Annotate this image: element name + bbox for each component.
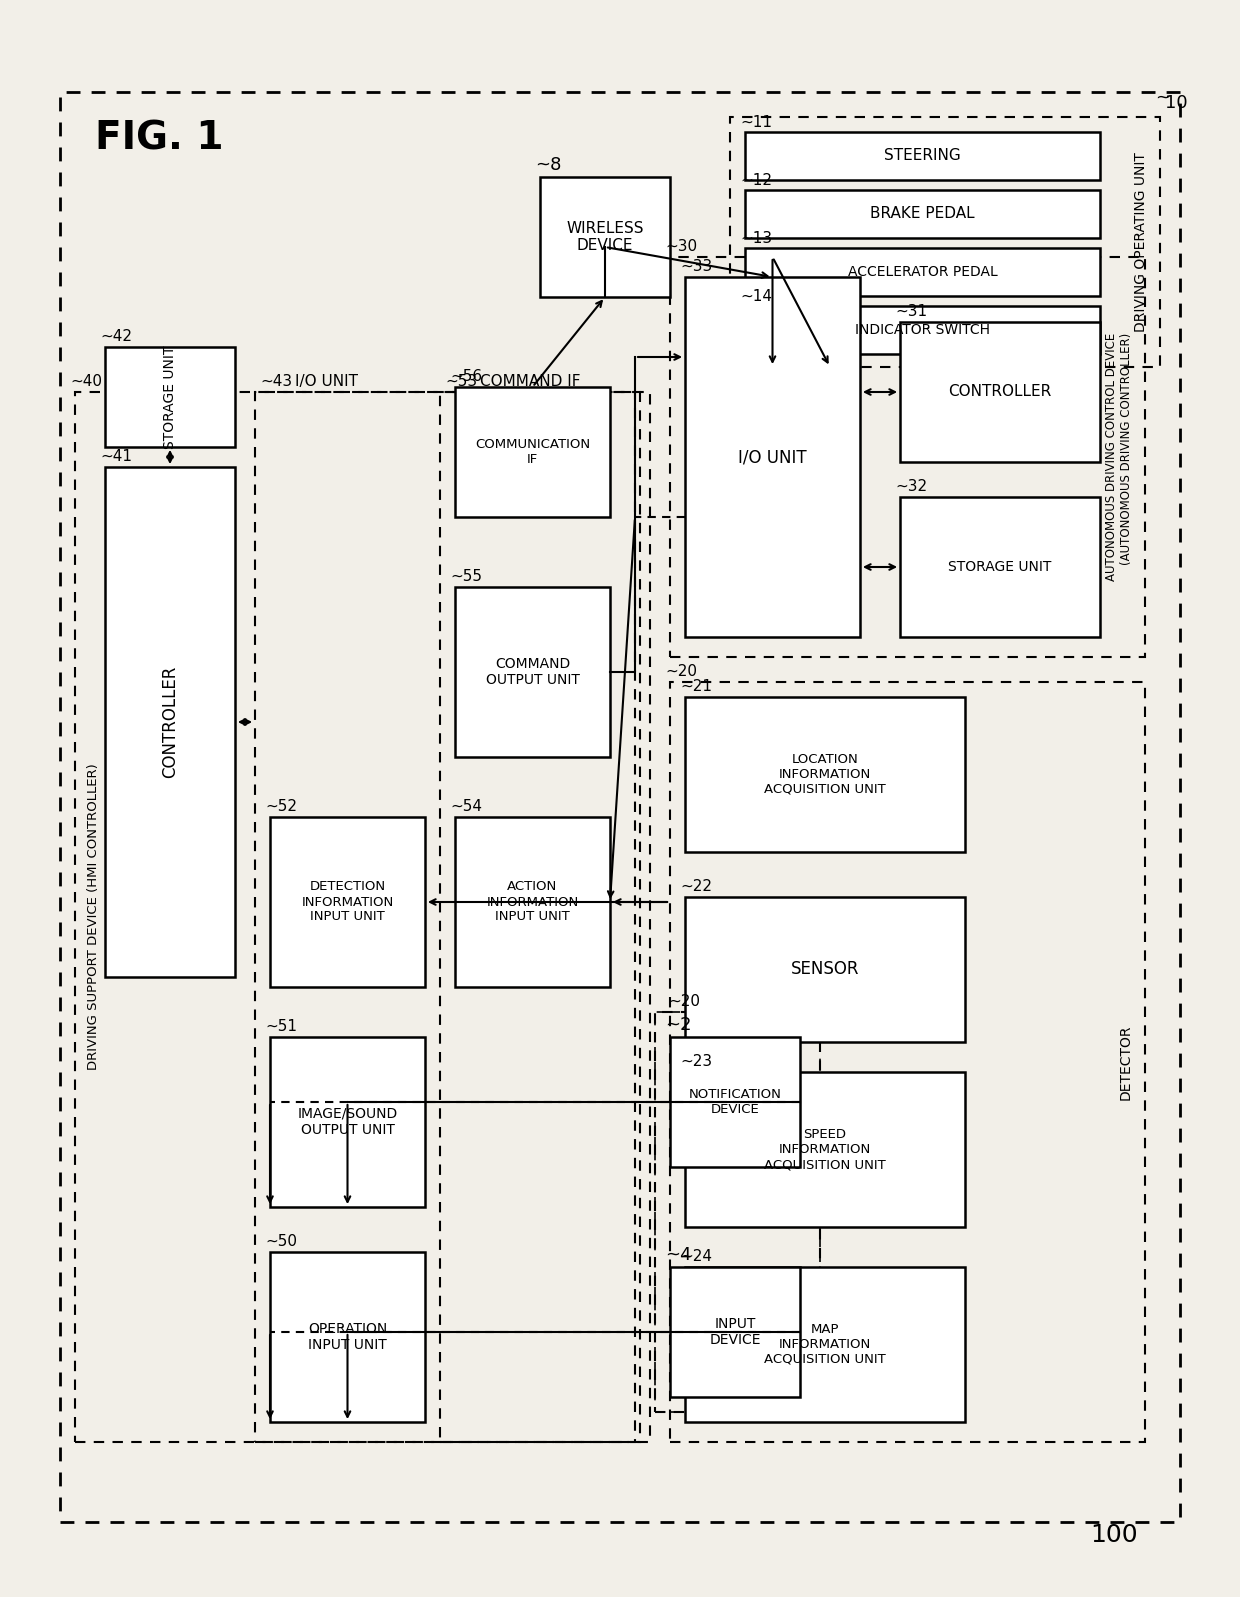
Bar	[105, 347, 236, 447]
Bar	[655, 1012, 820, 1412]
Text: ~11: ~11	[740, 115, 773, 129]
Text: COMMUNICATION
IF: COMMUNICATION IF	[475, 438, 590, 466]
Text: MAP
INFORMATION
ACQUISITION UNIT: MAP INFORMATION ACQUISITION UNIT	[764, 1322, 885, 1365]
Text: ~: ~	[1154, 89, 1171, 107]
Text: ~52: ~52	[265, 798, 298, 814]
Text: 100: 100	[1090, 1524, 1137, 1547]
Text: ~4: ~4	[665, 1246, 692, 1263]
Bar	[455, 588, 610, 757]
Text: ~23: ~23	[680, 1054, 712, 1068]
Text: ~12: ~12	[740, 172, 773, 188]
Text: ~13: ~13	[740, 232, 773, 246]
Bar	[60, 93, 1180, 1522]
Text: ~32: ~32	[895, 479, 928, 493]
Bar	[670, 1036, 800, 1167]
Text: ~31: ~31	[895, 303, 928, 319]
Bar	[440, 391, 635, 1442]
Text: ~20: ~20	[668, 993, 701, 1009]
Text: SPEED
INFORMATION
ACQUISITION UNIT: SPEED INFORMATION ACQUISITION UNIT	[764, 1127, 885, 1171]
Bar	[670, 257, 1145, 656]
Text: AUTONOMOUS DRIVING CONTROL DEVICE
(AUTONOMOUS DRIVING CONTROLLER): AUTONOMOUS DRIVING CONTROL DEVICE (AUTON…	[1105, 332, 1133, 581]
Bar	[270, 1252, 425, 1421]
Text: STORAGE UNIT: STORAGE UNIT	[949, 561, 1052, 573]
Text: ~22: ~22	[680, 878, 712, 894]
Text: ~2: ~2	[665, 1016, 692, 1033]
Text: ~33: ~33	[680, 259, 712, 275]
Text: ~56: ~56	[450, 369, 482, 383]
Bar	[745, 190, 1100, 238]
Bar	[684, 276, 861, 637]
Text: SENSOR: SENSOR	[791, 960, 859, 979]
Text: ~55: ~55	[450, 569, 482, 585]
Bar	[455, 386, 610, 517]
Bar	[730, 117, 1159, 367]
Bar	[255, 391, 640, 1442]
Bar	[684, 1266, 965, 1421]
Text: CONTROLLER: CONTROLLER	[161, 666, 179, 778]
Text: ~30: ~30	[665, 240, 697, 254]
Text: COMMAND IF: COMMAND IF	[480, 374, 580, 390]
Text: ~43: ~43	[260, 374, 293, 390]
Text: NOTIFICATION
DEVICE: NOTIFICATION DEVICE	[688, 1088, 781, 1116]
Bar	[655, 1012, 820, 1412]
Text: ~14: ~14	[740, 289, 773, 303]
Text: CONTROLLER: CONTROLLER	[949, 385, 1052, 399]
Text: OPERATION
INPUT UNIT: OPERATION INPUT UNIT	[308, 1322, 387, 1353]
Bar	[684, 1072, 965, 1226]
Bar	[105, 466, 236, 977]
Text: STEERING: STEERING	[884, 149, 961, 163]
Text: 10: 10	[1166, 94, 1188, 112]
Text: ~40: ~40	[69, 374, 102, 390]
Bar	[900, 497, 1100, 637]
Text: ~54: ~54	[450, 798, 482, 814]
Bar	[270, 818, 425, 987]
Text: ~20: ~20	[665, 664, 697, 679]
Text: BRAKE PEDAL: BRAKE PEDAL	[870, 206, 975, 222]
Text: ~50: ~50	[265, 1234, 298, 1249]
Text: DETECTOR: DETECTOR	[1118, 1024, 1133, 1100]
Bar	[745, 307, 1100, 355]
Text: STORAGE UNIT: STORAGE UNIT	[162, 345, 177, 449]
Text: INPUT
DEVICE: INPUT DEVICE	[709, 1318, 761, 1348]
Text: COMMAND
OUTPUT UNIT: COMMAND OUTPUT UNIT	[486, 656, 579, 687]
Text: ~51: ~51	[265, 1019, 298, 1033]
Text: ~42: ~42	[100, 329, 131, 343]
Bar	[670, 682, 1145, 1442]
Text: I/O UNIT: I/O UNIT	[295, 374, 358, 390]
Text: ~41: ~41	[100, 449, 131, 465]
Bar	[745, 248, 1100, 295]
Bar	[455, 818, 610, 987]
Text: ~21: ~21	[680, 679, 712, 695]
Bar	[539, 177, 670, 297]
Bar	[684, 696, 965, 853]
Bar	[745, 133, 1100, 180]
Bar	[74, 391, 650, 1442]
Bar	[900, 323, 1100, 462]
Text: ~8: ~8	[534, 157, 562, 174]
Bar	[684, 898, 965, 1041]
Text: I/O UNIT: I/O UNIT	[738, 449, 807, 466]
Text: IMAGE/SOUND
OUTPUT UNIT: IMAGE/SOUND OUTPUT UNIT	[298, 1107, 398, 1137]
Text: ACCELERATOR PEDAL: ACCELERATOR PEDAL	[848, 265, 997, 279]
Text: WIRELESS
DEVICE: WIRELESS DEVICE	[567, 220, 644, 254]
Text: DRIVING SUPPORT DEVICE (HMI CONTROLLER): DRIVING SUPPORT DEVICE (HMI CONTROLLER)	[87, 763, 100, 1070]
Text: ACTION
INFORMATION
INPUT UNIT: ACTION INFORMATION INPUT UNIT	[486, 880, 579, 923]
Text: ~53: ~53	[445, 374, 477, 390]
Bar	[670, 1266, 800, 1397]
Text: INDICATOR SWITCH: INDICATOR SWITCH	[856, 323, 990, 337]
Text: LOCATION
INFORMATION
ACQUISITION UNIT: LOCATION INFORMATION ACQUISITION UNIT	[764, 754, 885, 795]
Text: ~24: ~24	[680, 1249, 712, 1263]
Bar	[270, 1036, 425, 1207]
Text: DRIVING OPERATING UNIT: DRIVING OPERATING UNIT	[1135, 152, 1148, 332]
Text: FIG. 1: FIG. 1	[95, 120, 223, 157]
Text: DETECTION
INFORMATION
INPUT UNIT: DETECTION INFORMATION INPUT UNIT	[301, 880, 393, 923]
